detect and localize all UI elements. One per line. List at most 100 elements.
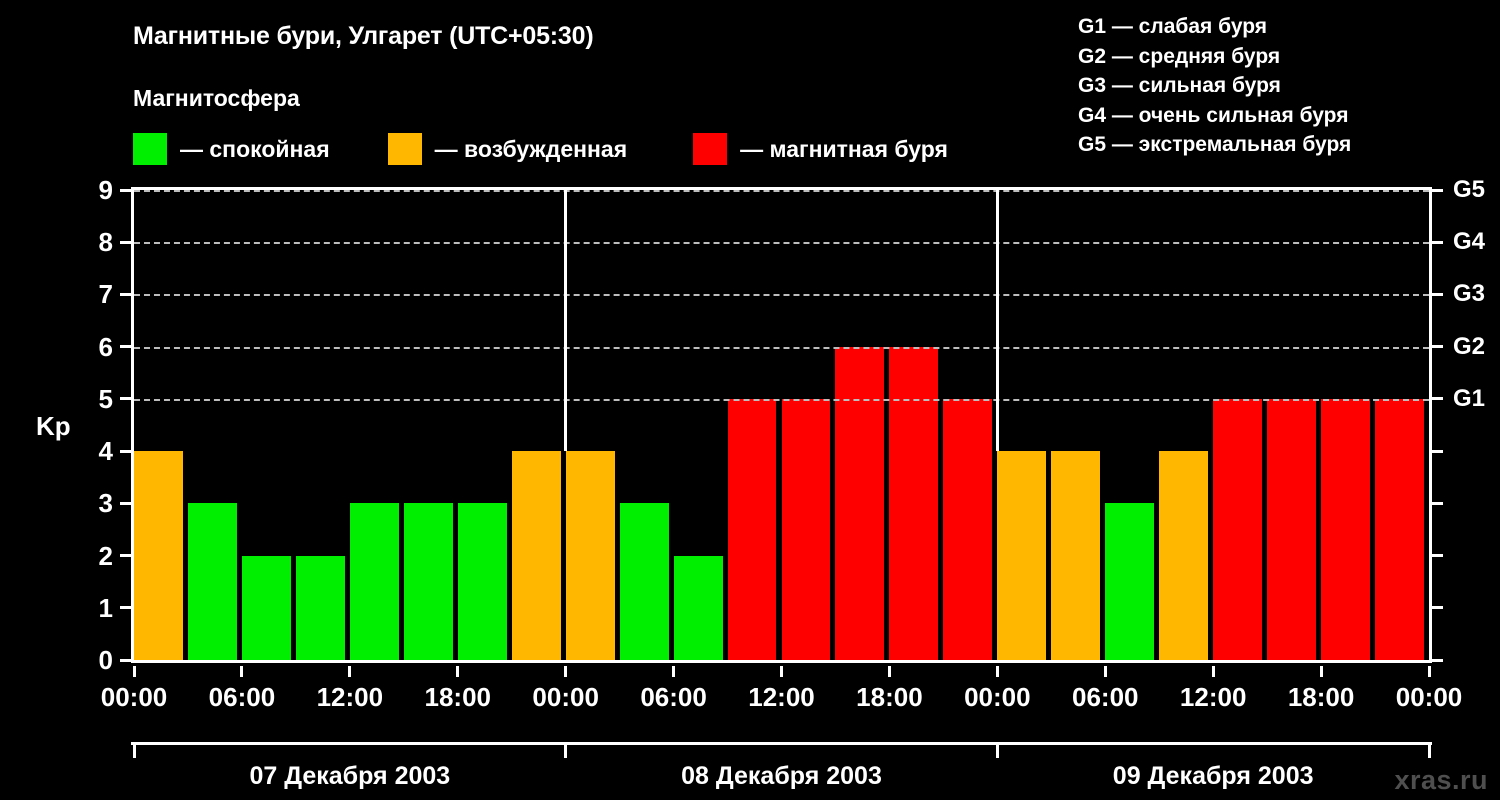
day-band-tick-1 — [564, 742, 568, 758]
time-tick-label-1: 06:00 — [208, 682, 276, 712]
legend-item-unsettled: — возбужденная — [387, 133, 628, 165]
bar — [349, 503, 399, 660]
time-tick-mark-8 — [995, 666, 999, 677]
bar — [403, 503, 453, 660]
bar — [134, 451, 183, 660]
kp-tick-mark-9 — [120, 188, 131, 192]
time-tick-mark-12 — [1427, 666, 1431, 677]
bar — [187, 503, 237, 660]
kp-tick-mark-6 — [120, 345, 131, 349]
day-band-tick-3 — [1427, 742, 1431, 758]
time-tick-mark-1 — [240, 666, 244, 677]
gridline-kp-7 — [134, 294, 1429, 297]
gscale-legend-line-3: G3 — сильная буря — [1078, 74, 1281, 97]
day-label-1: 07 Декабря 2003 — [249, 762, 451, 790]
kp-tick-mark-4 — [120, 449, 131, 453]
time-tick-mark-7 — [887, 666, 891, 677]
time-tick-label-7: 18:00 — [856, 682, 923, 712]
day-band-line — [131, 742, 1432, 745]
gridline-kp-8 — [134, 242, 1429, 245]
gscale-tick-label-G5: G5 — [1453, 176, 1486, 203]
time-tick-mark-5 — [672, 666, 676, 677]
magnetosphere-label: Магнитосфера — [133, 85, 300, 111]
bar — [673, 555, 723, 660]
bar — [889, 346, 939, 660]
kp-tick-label-9: 9 — [98, 175, 113, 205]
legend-swatch-calm — [133, 133, 167, 165]
kp-tick-label-7: 7 — [98, 279, 113, 310]
kp-tick-label-3: 3 — [98, 488, 113, 519]
magnetosphere-legend: — спокойная — возбужденная — магнитная бур… — [133, 133, 948, 165]
time-tick-label-2: 12:00 — [316, 682, 384, 712]
kp-tick-label-1: 1 — [98, 592, 113, 623]
time-tick-label-4: 00:00 — [532, 682, 599, 712]
bar — [295, 555, 345, 660]
day-band-tick-2 — [995, 742, 999, 758]
kp-tick-label-2: 2 — [98, 540, 113, 571]
bar — [835, 346, 885, 660]
bar — [997, 451, 1047, 660]
time-tick-mark-4 — [564, 666, 568, 677]
time-tick-mark-10 — [1211, 666, 1215, 677]
kp-tick-label-4: 4 — [98, 436, 113, 467]
bar — [1051, 451, 1101, 660]
gscale-tick-label-G1: G1 — [1453, 384, 1486, 412]
day-label-2: 08 Декабря 2003 — [681, 762, 882, 790]
kp-tick-mark-7 — [120, 292, 131, 296]
time-tick-label-5: 06:00 — [640, 682, 707, 712]
legend-swatch-unsettled — [387, 133, 422, 165]
legend-label-calm: — спокойная — [180, 135, 330, 162]
kp-tick-mark-1 — [120, 606, 131, 610]
legend-swatch-storm — [693, 133, 728, 165]
bar — [1321, 398, 1371, 660]
gscale-minor-tick-5 — [1432, 397, 1443, 401]
time-tick-label-6: 12:00 — [748, 682, 815, 712]
bar — [241, 555, 291, 660]
time-tick-label-11: 18:00 — [1287, 682, 1355, 712]
gscale-minor-tick-6 — [1432, 345, 1443, 349]
time-tick-mark-2 — [348, 666, 352, 677]
gscale-minor-tick-3 — [1432, 501, 1443, 505]
gscale-legend-line-2: G2 — средняя буря — [1078, 44, 1281, 68]
gscale-tick-label-G2: G2 — [1453, 332, 1486, 360]
day-separator-1 — [564, 190, 568, 452]
plot-area — [131, 187, 1432, 663]
time-tick-label-10: 12:00 — [1179, 682, 1247, 712]
time-tick-mark-9 — [1103, 666, 1107, 677]
kp-tick-mark-5 — [120, 397, 131, 401]
bar — [1375, 398, 1424, 660]
time-tick-label-9: 06:00 — [1072, 682, 1139, 712]
x-axis-time: 00:00 06:00 12:00 18:00 00:00 06:00 12:00 18:00… — [101, 666, 1462, 726]
bar — [727, 398, 777, 660]
bar — [1213, 398, 1263, 660]
bar-series — [134, 190, 1429, 660]
kp-axis-caption: Kp — [36, 411, 71, 441]
legend-item-calm: — спокойная — [133, 133, 330, 165]
gscale-legend-line-5: G5 — экстремальная буря — [1078, 133, 1352, 156]
y-axis-kp: 0 1 2 3 4 5 6 7 8 9 — [80, 177, 131, 673]
y-axis-gscale: G1 G2 G3 G4 G5 — [1432, 178, 1500, 663]
time-tick-label-0: 00:00 — [100, 682, 168, 712]
gridline-kp-6 — [134, 346, 1429, 349]
bar — [1267, 398, 1317, 660]
time-tick-mark-3 — [456, 666, 460, 677]
kp-tick-label-5: 5 — [98, 383, 113, 414]
day-band-tick-0 — [132, 742, 136, 758]
time-tick-mark-11 — [1319, 666, 1323, 677]
page-title: Магнитные бури, Улгарет (UTC+05:30) — [133, 22, 594, 50]
day-label-3: 09 Декабря 2003 — [1112, 762, 1314, 790]
day-bracket-band — [131, 742, 1432, 758]
time-tick-mark-6 — [780, 666, 783, 677]
gscale-minor-tick-1 — [1432, 606, 1443, 610]
bar — [457, 503, 507, 660]
gscale-minor-tick-7 — [1432, 292, 1443, 296]
gscale-minor-tick-9 — [1432, 188, 1443, 192]
gscale-minor-tick-8 — [1432, 240, 1443, 244]
gscale-legend-line-1: G1 — слабая буря — [1078, 15, 1268, 38]
gridline-kp-9 — [134, 190, 1429, 192]
legend-label-unsettled: — возбужденная — [434, 135, 628, 162]
kp-tick-label-6: 6 — [98, 331, 113, 362]
gscale-tick-label-G4: G4 — [1453, 228, 1486, 256]
kp-tick-label-8: 8 — [98, 227, 113, 258]
